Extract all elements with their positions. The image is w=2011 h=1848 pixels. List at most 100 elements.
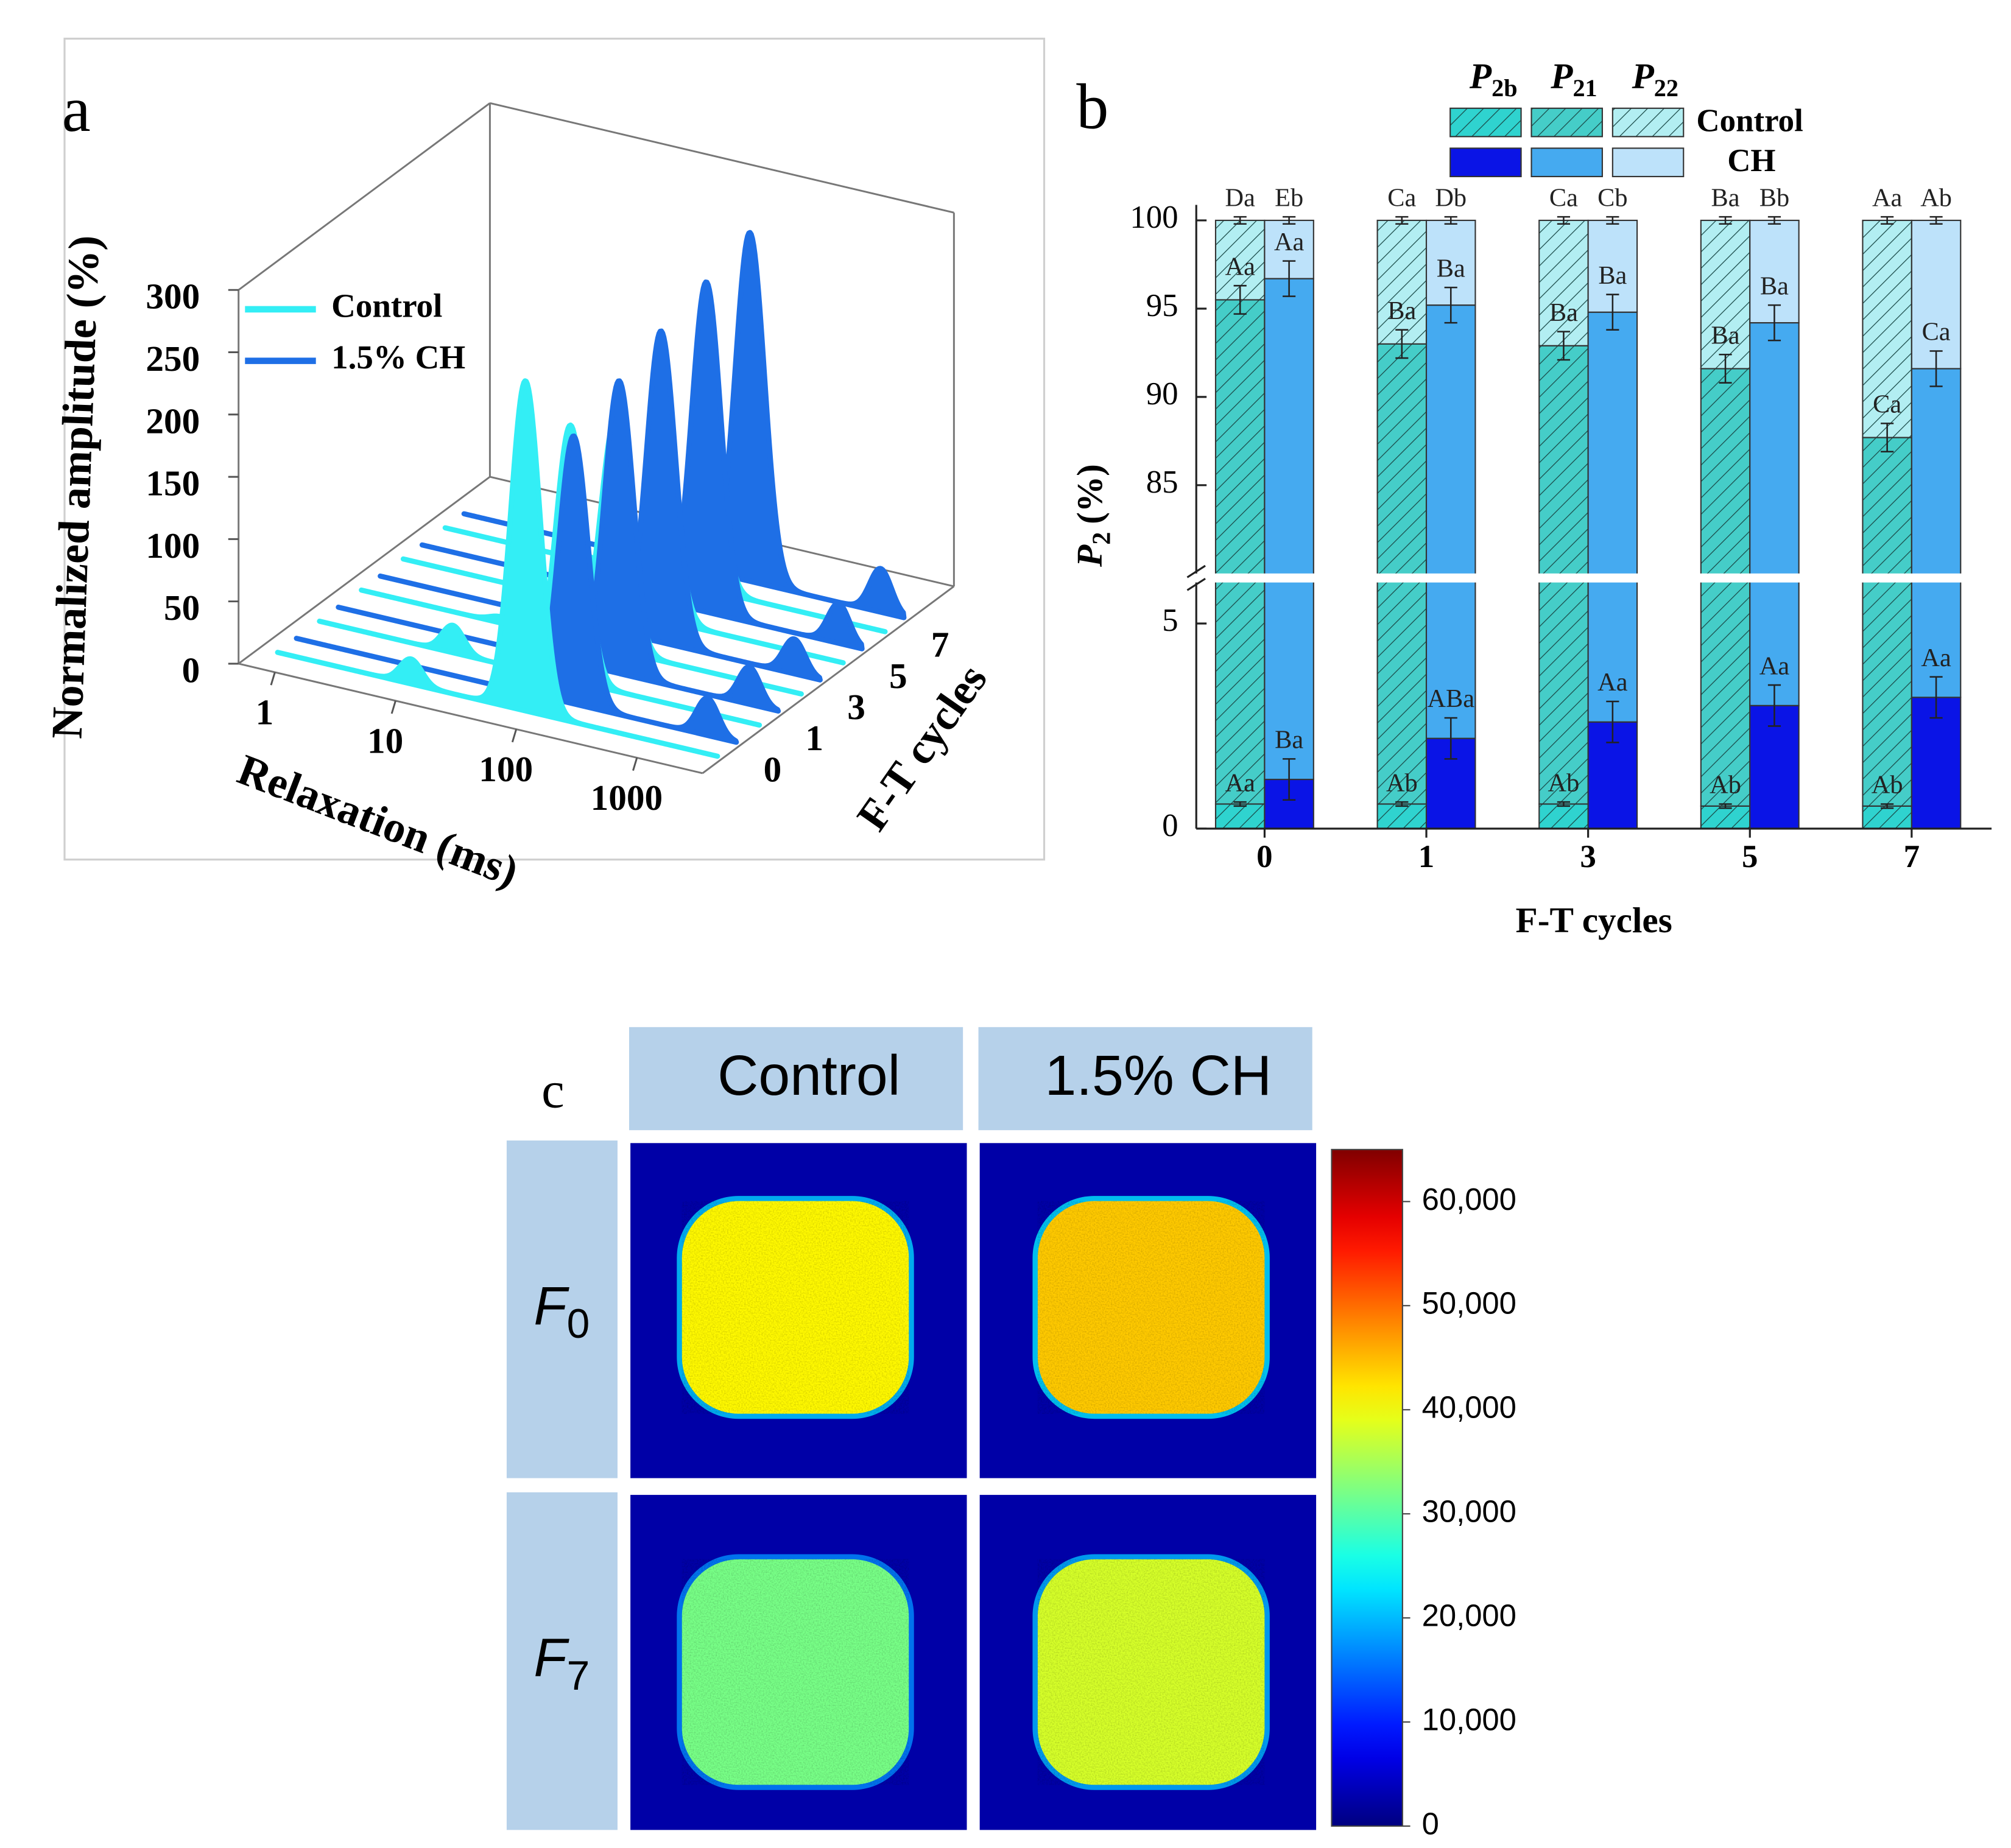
x-tick-label: 3	[1580, 839, 1596, 874]
x-tick-label: 1	[1418, 839, 1434, 874]
axis-break-mark	[1186, 564, 1206, 578]
sample-texture	[681, 1201, 909, 1414]
z-tick-label: 3	[847, 687, 865, 727]
legend-label: 1.5% CH	[331, 339, 465, 376]
significance-label: Ba	[1598, 261, 1627, 290]
axis-frame	[702, 585, 955, 775]
bar-segment	[1264, 278, 1314, 781]
x-tick-label: 0	[1256, 839, 1272, 874]
relaxation-curve	[275, 378, 720, 759]
symbol: P	[1550, 56, 1573, 96]
symbol: F	[534, 1276, 569, 1337]
significance-label: Ab	[1920, 183, 1952, 212]
colorbar-tick-label: 10,000	[1422, 1702, 1516, 1737]
bar-segment	[1587, 311, 1638, 723]
significance-label: Da	[1225, 183, 1256, 212]
significance-label: Ca	[1549, 183, 1578, 212]
subscript: 21	[1573, 74, 1597, 102]
symbol: P	[1469, 56, 1492, 96]
legend-row-label: Control	[1696, 103, 1803, 138]
column-header-label: Control	[717, 1044, 900, 1107]
x-tick-label: 100	[479, 749, 533, 789]
y-tick-label: 95	[1146, 288, 1178, 323]
panel-a-frame	[63, 37, 1046, 861]
bar-segment	[1376, 219, 1428, 345]
x-tick	[632, 757, 638, 771]
unit: (%)	[1069, 464, 1110, 524]
colorbar-tick-label: 30,000	[1422, 1494, 1516, 1529]
significance-label: Ba	[1275, 726, 1303, 754]
y-tick-label: 250	[146, 339, 200, 379]
legend-swatch	[1530, 107, 1603, 138]
subscript: 2b	[1492, 74, 1517, 102]
significance-label: Aa	[1225, 252, 1256, 281]
legend-column-label: P22	[1632, 56, 1678, 102]
x-tick-label: 1	[256, 692, 274, 733]
bar-segment	[1214, 803, 1266, 829]
x-tick-label: 7	[1904, 839, 1920, 874]
x-tick	[511, 729, 518, 743]
x-tick-label: 5	[1742, 839, 1758, 874]
significance-label: Ba	[1711, 321, 1740, 350]
significance-label: Ba	[1760, 272, 1789, 300]
bar-segment	[1862, 219, 1912, 438]
significance-label: Ba	[1387, 297, 1416, 325]
significance-label: Ba	[1549, 298, 1578, 327]
significance-label: Ab	[1386, 768, 1418, 797]
row-header	[506, 1140, 618, 1478]
y-tick-label: 90	[1146, 376, 1178, 412]
colorbar-tick-label: 20,000	[1422, 1598, 1516, 1633]
x-tick	[390, 700, 396, 714]
y-tick-label: 85	[1146, 465, 1178, 500]
bar-segment	[1376, 803, 1428, 829]
column-header	[629, 1027, 963, 1131]
y-tick-label: 0	[182, 650, 200, 690]
colorbar	[1331, 1148, 1403, 1827]
subscript: 0	[567, 1301, 590, 1347]
z-tick-label: 5	[889, 656, 907, 696]
significance-label: Aa	[1759, 652, 1790, 680]
bar-segment	[1749, 322, 1800, 706]
significance-label: ABa	[1427, 684, 1474, 713]
significance-label: Ab	[1548, 768, 1580, 797]
colorbar-tick-label: 40,000	[1422, 1390, 1516, 1425]
sample-texture	[1037, 1201, 1265, 1414]
significance-label: Eb	[1275, 183, 1303, 212]
legend-column-label: P2b	[1469, 56, 1518, 102]
legend-label: Control	[331, 287, 442, 325]
y-tick-label: 0	[1162, 808, 1178, 843]
bar-segment	[1538, 219, 1589, 346]
z-tick-label: 1	[805, 718, 823, 758]
x-tick-label: 10	[367, 720, 403, 761]
y-tick-label: 50	[164, 588, 200, 628]
significance-label: Ca	[1873, 390, 1901, 419]
sample-texture	[681, 1559, 909, 1785]
axis-frame	[238, 102, 491, 291]
legend-column-label: P21	[1550, 56, 1597, 102]
y-tick-label: 5	[1162, 603, 1178, 638]
row-header-label: F0	[534, 1276, 590, 1347]
significance-label: Ca	[1387, 183, 1416, 212]
z-axis-label: F-T cycles	[847, 656, 996, 840]
bar-segment	[1538, 803, 1589, 829]
column-header	[978, 1027, 1312, 1131]
colorbar-tick-label: 50,000	[1422, 1286, 1516, 1321]
subscript: 7	[567, 1653, 590, 1699]
y-tick-label: 200	[146, 401, 200, 441]
bar-segment	[1911, 697, 1962, 829]
subscript: 22	[1654, 74, 1678, 102]
symbol: P	[1632, 56, 1655, 96]
bar-segment	[1862, 437, 1912, 807]
colorbar-tick-label: 0	[1422, 1806, 1439, 1841]
axis-frame	[238, 476, 491, 665]
significance-label: Ca	[1922, 318, 1951, 346]
y-tick-label: 150	[146, 463, 200, 504]
significance-label: Bb	[1759, 183, 1789, 212]
significance-label: Aa	[1274, 228, 1305, 256]
legend-swatch	[1611, 107, 1685, 138]
significance-label: Ba	[1437, 254, 1465, 283]
colorbar-tick-label: 60,000	[1422, 1182, 1516, 1217]
bar-segment	[1862, 805, 1912, 829]
